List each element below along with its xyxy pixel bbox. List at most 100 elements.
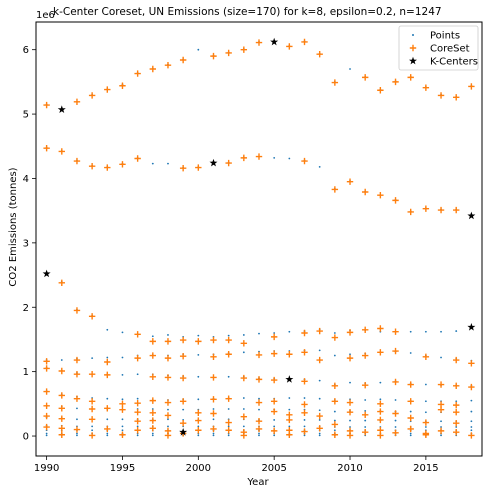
coreset-point <box>58 367 65 375</box>
data-point <box>470 420 473 423</box>
coreset-point <box>43 358 50 365</box>
coreset-point <box>58 425 65 432</box>
y-tick-label: 2 <box>23 303 29 314</box>
y-tick-label: 6 <box>23 45 29 56</box>
data-point <box>424 411 427 414</box>
data-point <box>273 419 276 421</box>
coreset-point <box>331 79 339 86</box>
data-point <box>258 432 260 435</box>
coreset-point <box>270 376 278 384</box>
coreset-point <box>392 429 399 437</box>
coreset-point <box>240 413 248 420</box>
kcenter-point <box>467 323 476 331</box>
data-point <box>136 425 139 428</box>
coreset-point <box>407 208 414 216</box>
data-point <box>318 432 321 435</box>
data-point <box>440 426 442 428</box>
coreset-point <box>134 399 141 407</box>
coreset-point <box>286 416 293 424</box>
coreset-point <box>149 338 157 345</box>
y-tick-label: 1 <box>23 367 29 378</box>
coreset-point <box>270 350 278 357</box>
kcenter-point <box>285 375 294 383</box>
coreset-point <box>149 417 157 424</box>
coreset-point <box>164 374 172 381</box>
coreset-point <box>422 419 430 426</box>
coreset-point <box>331 186 339 193</box>
coreset-point <box>134 70 141 77</box>
coreset-point <box>88 163 96 170</box>
data-point <box>455 426 458 428</box>
coreset-point <box>361 74 369 81</box>
data-point <box>106 328 109 331</box>
coreset-point <box>179 374 187 382</box>
data-point <box>303 419 306 421</box>
coreset-point <box>179 419 187 427</box>
coreset-point <box>164 412 172 419</box>
coreset-point <box>149 409 157 417</box>
coreset-point <box>286 351 293 358</box>
coreset-point <box>43 388 50 395</box>
data-point <box>318 419 321 421</box>
coreset-point <box>134 354 141 362</box>
coreset-point <box>270 333 278 341</box>
coreset-point <box>346 354 354 362</box>
coreset-point <box>407 74 414 81</box>
data-point <box>379 381 382 384</box>
data-point <box>197 334 200 337</box>
data-point <box>364 426 367 428</box>
data-point <box>212 408 215 410</box>
coreset-point <box>377 432 384 439</box>
data-point <box>212 432 215 435</box>
coreset-point <box>316 425 323 432</box>
coreset-point <box>134 418 141 425</box>
coreset-point <box>301 329 308 337</box>
data-point <box>394 419 397 422</box>
coreset-point <box>164 432 172 439</box>
data-point <box>76 432 78 435</box>
coreset-point <box>361 352 369 359</box>
data-point <box>242 334 245 336</box>
coreset-point <box>331 431 339 438</box>
legend-box <box>398 25 479 71</box>
data-point <box>167 162 169 165</box>
data-point <box>424 400 427 403</box>
data-point <box>227 375 230 378</box>
data-point <box>318 434 321 437</box>
data-point <box>288 330 291 333</box>
coreset-point <box>73 356 81 364</box>
coreset-point <box>255 376 263 383</box>
legend-marker-kcenters <box>409 56 417 65</box>
coreset-point <box>361 381 369 389</box>
coreset-point <box>301 349 308 356</box>
coreset-point <box>392 410 399 417</box>
coreset-point <box>58 279 65 286</box>
coreset-point <box>195 164 202 171</box>
coreset-point <box>88 371 96 378</box>
data-point <box>106 356 109 359</box>
data-point <box>212 434 215 437</box>
data-point <box>455 330 458 332</box>
coreset-point <box>270 398 278 405</box>
coreset-point <box>361 326 369 333</box>
data-point <box>167 334 169 336</box>
coreset-point <box>316 356 323 364</box>
data-point <box>364 399 367 401</box>
data-point <box>318 165 321 168</box>
data-point <box>197 398 200 401</box>
coreset-point <box>392 328 399 335</box>
coreset-point <box>58 431 65 438</box>
data-point <box>227 408 230 410</box>
coreset-point <box>73 426 81 433</box>
data-point <box>106 397 109 400</box>
data-point <box>364 419 367 422</box>
coreset-point <box>437 381 445 388</box>
coreset-point <box>210 425 217 433</box>
data-point <box>440 434 442 437</box>
coreset-point <box>134 155 141 162</box>
data-point <box>167 408 169 411</box>
coreset-point <box>43 101 50 109</box>
coreset-point <box>331 421 339 428</box>
coreset-point <box>195 409 202 417</box>
